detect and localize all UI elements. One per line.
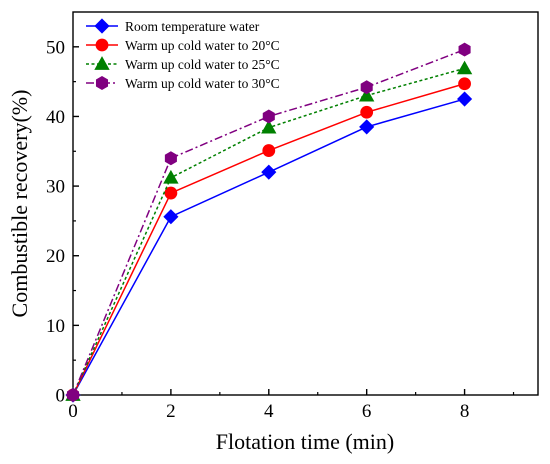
data-point bbox=[164, 151, 177, 166]
data-point bbox=[164, 186, 178, 200]
legend: Room temperature water Warm up cold water… bbox=[86, 18, 280, 91]
data-point bbox=[456, 60, 473, 75]
y-tick-label: 30 bbox=[46, 177, 65, 198]
legend-item: Room temperature water bbox=[86, 18, 260, 34]
y-tick-label: 40 bbox=[46, 107, 65, 128]
data-point bbox=[360, 80, 373, 95]
x-tick-label: 6 bbox=[362, 401, 372, 422]
legend-label: Warm up cold water to 25°C bbox=[125, 57, 280, 72]
series-4 bbox=[66, 42, 471, 402]
legend-label: Room temperature water bbox=[125, 19, 260, 34]
plot-frame bbox=[72, 11, 539, 396]
x-tick-label: 2 bbox=[166, 401, 176, 422]
data-point bbox=[359, 87, 375, 102]
legend-item: Warm up cold water to 25°C bbox=[86, 56, 280, 72]
series-3 bbox=[65, 60, 473, 401]
data-point bbox=[163, 169, 179, 184]
legend-marker bbox=[95, 76, 109, 90]
legend-label: Warm up cold water to 20°C bbox=[125, 38, 280, 53]
legend-marker bbox=[94, 18, 110, 34]
series-layer bbox=[65, 42, 473, 403]
data-point bbox=[262, 109, 275, 124]
legend-item: Warm up cold water to 30°C bbox=[86, 76, 280, 91]
y-tick-label: 0 bbox=[56, 386, 66, 407]
data-point bbox=[66, 388, 80, 402]
x-axis-title: Flotation time (min) bbox=[216, 429, 394, 454]
series-line bbox=[72, 98, 465, 396]
legend-label: Warm up cold water to 30°C bbox=[125, 76, 280, 91]
data-point bbox=[458, 42, 471, 57]
data-point bbox=[360, 105, 374, 119]
data-point bbox=[458, 77, 471, 91]
axis-tick-labels: 0 2 4 6 8 0 10 20 30 40 50 bbox=[46, 37, 469, 422]
data-point bbox=[457, 91, 473, 107]
series-1 bbox=[65, 91, 473, 403]
legend-marker bbox=[95, 38, 109, 52]
y-tick-label: 10 bbox=[46, 316, 65, 337]
data-point bbox=[261, 164, 277, 180]
data-point bbox=[262, 144, 276, 157]
data-point bbox=[359, 119, 375, 135]
y-axis-title: Combustible recovery(%) bbox=[7, 90, 32, 318]
y-tick-label: 20 bbox=[46, 246, 65, 267]
x-tick-label: 0 bbox=[68, 401, 78, 422]
axis-ticks bbox=[72, 46, 515, 396]
x-tick-label: 8 bbox=[460, 401, 470, 422]
legend-item: Warm up cold water to 20°C bbox=[86, 38, 280, 53]
y-tick-label: 50 bbox=[46, 37, 65, 58]
series-line bbox=[72, 48, 465, 396]
x-tick-label: 4 bbox=[264, 401, 274, 422]
data-point bbox=[163, 209, 179, 225]
legend-marker bbox=[94, 56, 110, 70]
data-point bbox=[261, 119, 277, 134]
